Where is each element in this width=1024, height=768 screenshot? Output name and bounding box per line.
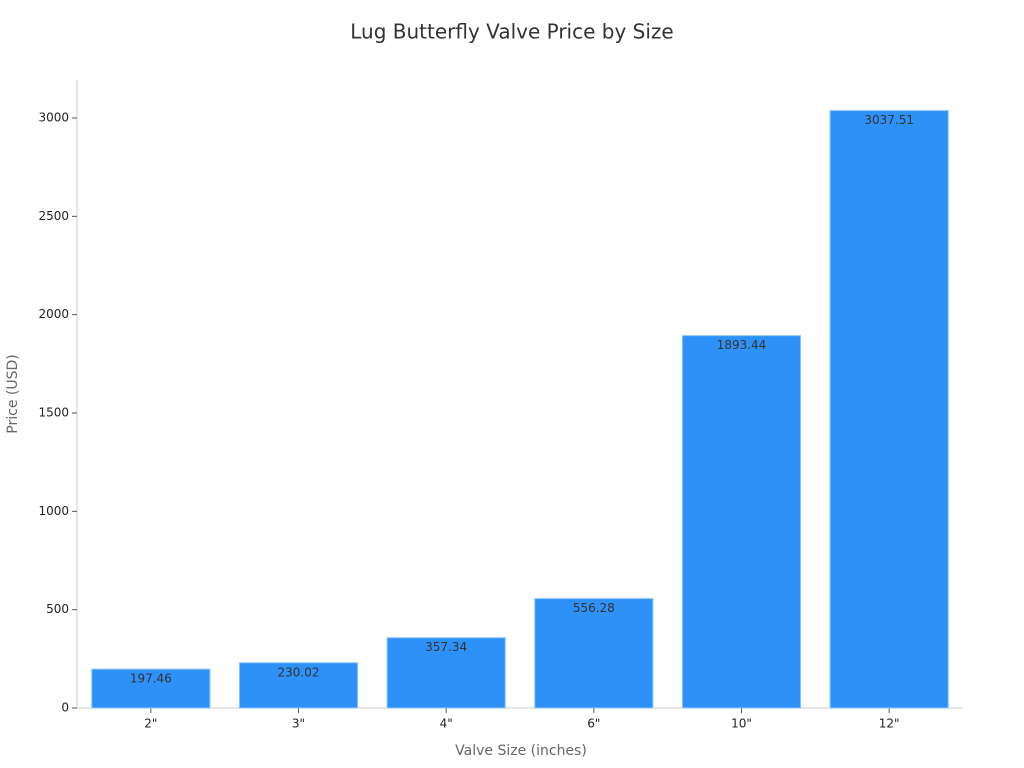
y-axis-title: Price (USD) (5, 354, 21, 433)
data-label: 197.46 (130, 672, 172, 686)
y-tick-label: 0 (61, 701, 69, 715)
x-tick-label: 2" (144, 717, 157, 731)
bar (238, 662, 359, 709)
bar (91, 668, 211, 709)
data-label: 357.34 (425, 640, 467, 654)
bar (386, 637, 506, 709)
y-tick-label: 500 (46, 602, 69, 616)
x-tick-label: 4" (440, 717, 453, 731)
data-label: 3037.51 (864, 113, 914, 127)
data-label: 556.28 (573, 601, 615, 615)
x-tick-label: 10" (731, 717, 752, 731)
x-tick-label: 12" (879, 717, 900, 731)
chart-title: Lug Butterfly Valve Price by Size (350, 20, 673, 44)
y-tick-label: 2500 (38, 209, 69, 223)
x-axis-title: Valve Size (inches) (455, 743, 587, 759)
x-tick-label: 3" (292, 717, 305, 731)
data-label: 1893.44 (717, 338, 767, 352)
y-tick-label: 1000 (38, 504, 69, 518)
y-tick-label: 3000 (38, 111, 69, 125)
bar (829, 110, 949, 709)
bar (534, 598, 654, 709)
x-tick-label: 6" (587, 717, 600, 731)
y-tick-label: 2000 (38, 307, 69, 321)
y-tick-label: 1500 (38, 406, 69, 420)
data-label: 230.02 (278, 665, 320, 679)
bar (681, 335, 802, 709)
